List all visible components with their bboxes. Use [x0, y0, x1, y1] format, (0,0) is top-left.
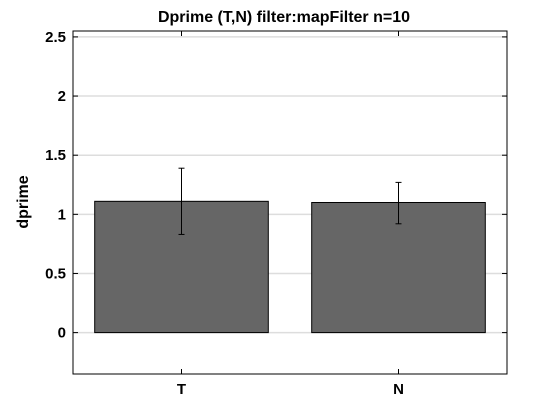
y-tick-label: 1.5 — [45, 147, 66, 164]
y-tick-label: 0.5 — [45, 265, 66, 282]
y-axis-ticks: 0 0.5 1 1.5 2 2.5 — [45, 29, 507, 342]
y-tick-label: 1 — [58, 206, 66, 223]
x-tick-label-T: T — [177, 381, 186, 398]
x-tick-label-N: N — [393, 381, 404, 398]
y-axis-label: dprime — [15, 175, 32, 228]
error-bars — [178, 167, 402, 235]
chart-title: Dprime (T,N) filter:mapFilter n=10 — [158, 9, 410, 26]
y-tick-label: 2 — [58, 88, 66, 105]
plot-frame — [72, 30, 508, 375]
bars — [94, 200, 486, 334]
y-tick-label: 0 — [58, 325, 66, 342]
y-tick-label: 2.5 — [45, 29, 66, 46]
